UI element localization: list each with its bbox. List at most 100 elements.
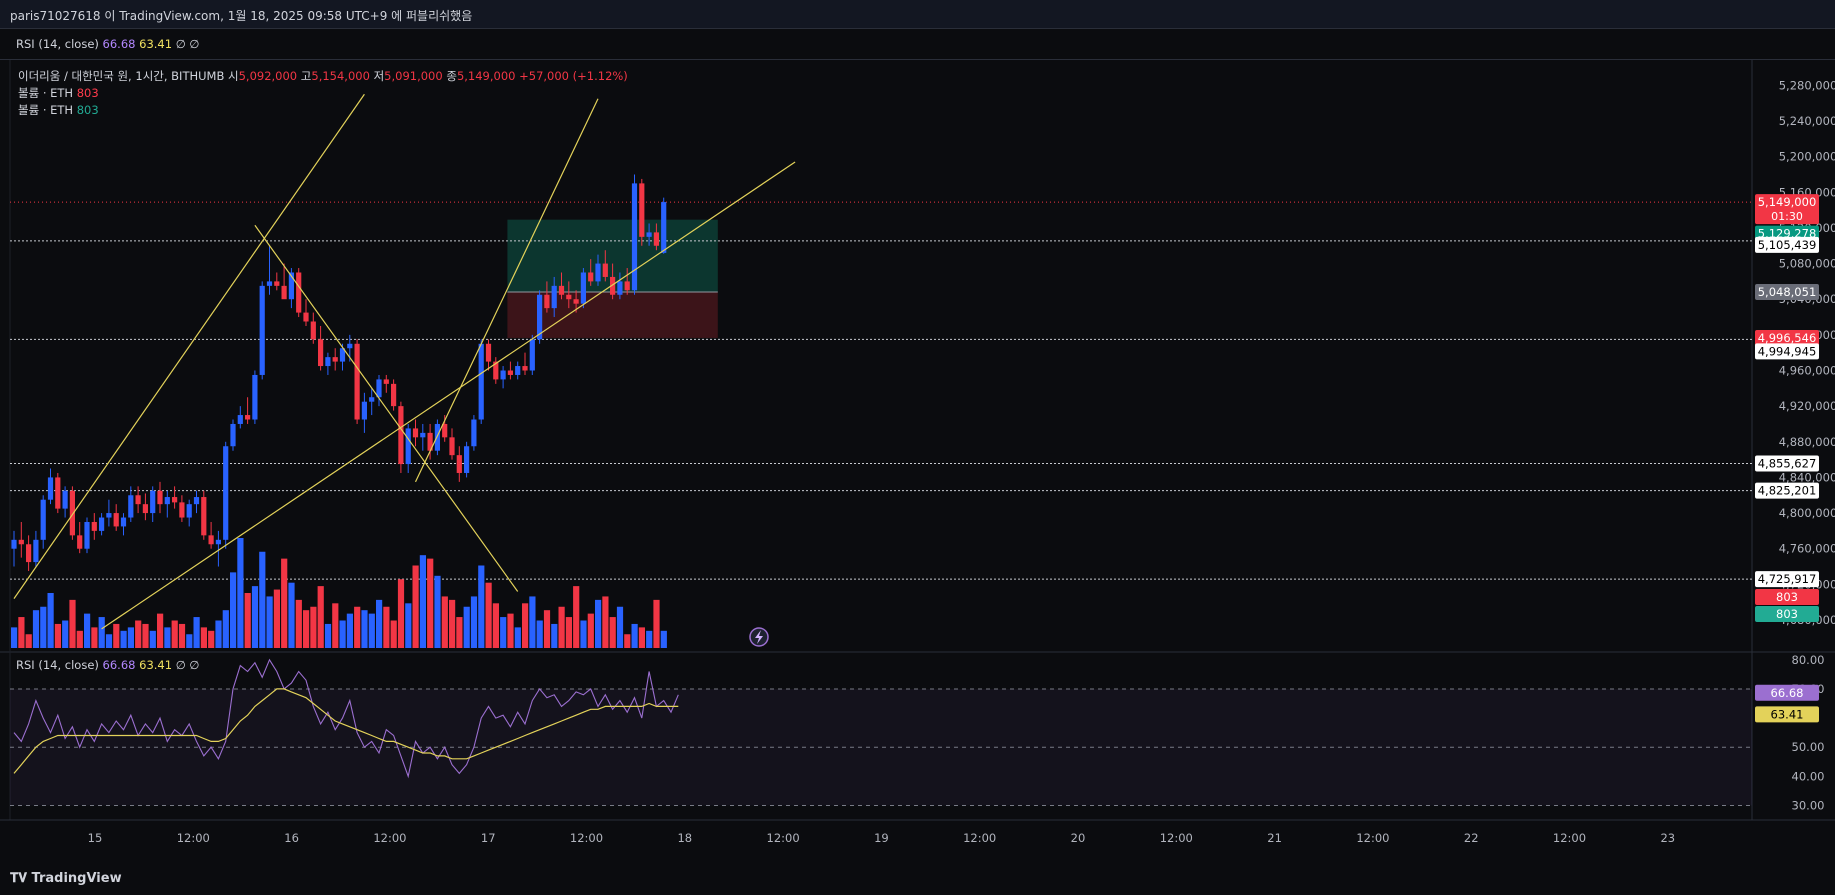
candle-body [274,281,280,286]
rsi-legend-value: 66.68 [102,658,136,672]
tradingview-logo[interactable]: 𝐓𝐕 TradingView [10,871,122,886]
volume-bar [573,586,580,648]
lightning-icon-button[interactable] [749,627,769,647]
volume-bar [230,572,237,648]
candle-body [558,285,565,295]
candle-body [150,490,156,514]
candle-body [515,366,521,375]
time-tick-label: 12:00 [1356,831,1389,845]
last-price-badge-bg [1755,194,1819,225]
volume-bar [54,623,61,648]
rsi-value-badge-bg [1755,684,1819,701]
candle-body [653,232,659,246]
volume-bar [529,596,536,648]
price-axis[interactable]: 5,280,0005,240,0005,200,0005,160,0005,12… [1779,78,1835,627]
candle-body [215,539,221,545]
level-badge-bg [1755,455,1819,472]
rsi-legend[interactable]: RSI (14, close) 66.68 63.41 ∅ ∅ [16,658,199,672]
volume-bar [244,593,251,648]
price-tick-label: 4,920,000 [1779,399,1835,413]
candle-body [164,497,170,505]
time-tick-label: 15 [88,831,103,845]
time-tick-label: 12:00 [177,831,210,845]
price-tick-label: 5,080,000 [1779,257,1835,271]
candle-body [456,455,462,473]
candle-body [442,423,448,438]
stop-zone [507,292,718,338]
volume-bar [303,610,310,648]
volume-bar [18,617,25,648]
candle-body [157,490,163,505]
candle-body [193,497,200,505]
candle-body [186,504,192,518]
last-price-badge-label: 5,149,000 [1758,195,1817,209]
level-badge-bg [1755,329,1819,346]
publish-header: paris71027618 이 TradingView.com, 1월 18, … [0,0,1835,29]
rsi-header-extra: ∅ ∅ [175,37,200,51]
price-tick-label: 4,800,000 [1779,506,1835,520]
trendline [414,98,599,483]
candle-body [11,539,17,549]
rsi-legend-label: RSI (14, close) [16,658,99,672]
volume-bar [507,613,514,648]
candle-body [522,366,528,371]
price-tick-label: 5,240,000 [1779,114,1835,128]
candle-body [84,521,90,549]
volume-bar [346,613,353,648]
rsi-ma-badge-label: 63.41 [1771,707,1804,721]
volume-bar [602,596,609,648]
candle-body [201,497,207,536]
volume-bar [288,582,295,648]
open-label: 시 [228,69,239,83]
candle-body [303,312,309,322]
volume-bar [273,589,280,648]
candle-body [631,183,638,291]
candle-body [544,294,550,309]
level-badge-label: 5,105,439 [1758,238,1817,252]
volume-bar [266,596,273,648]
volume-legend-1[interactable]: 볼륨 · ETH 803 [18,85,99,101]
trendline [254,224,519,592]
volume-bar [281,558,288,648]
candle-body [47,477,54,500]
volume-bar [62,620,69,648]
candle-body [551,285,557,309]
rsi-header-ma-value: 63.41 [139,37,173,51]
volume-bar [193,617,200,648]
time-axis[interactable]: 15 12:00 16 12:00 17 12:00 18 12:00 19 12:00 20 12:… [88,831,1675,845]
volume-bar [565,617,572,648]
volume-bar [638,627,645,648]
volume-bar [25,634,32,648]
level-badge-label: 4,994,945 [1758,344,1817,358]
volume-bar [595,599,602,648]
volume-bar [237,538,244,648]
candle-body [639,183,645,237]
candle-body [566,294,572,300]
level-badge-label: 4,855,627 [1758,457,1817,471]
rsi-header-legend[interactable]: RSI (14, close) 66.68 63.41 ∅ ∅ [16,37,199,51]
low-label: 저 [373,69,385,83]
volume-legend-2[interactable]: 볼륨 · ETH 803 [18,102,99,118]
volume-bar [215,620,222,648]
change-value: +57,000 (+1.12%) [519,69,628,83]
trendline [13,93,365,599]
chart-canvas[interactable]: 5,280,0005,240,0005,200,0005,160,0005,12… [0,60,1835,862]
candle-body [427,432,433,451]
symbol-name: 이더리움 / 대한민국 원, 1시간, BITHUMB [18,69,225,83]
volume-bar [186,634,193,648]
candle-body [69,490,75,536]
close-value: 5,149,000 [456,69,516,83]
volume-bar [32,610,40,648]
chart-background [0,60,1835,862]
lightning-icon [755,630,763,644]
footer: 𝐓𝐕 TradingView [0,862,1835,895]
volume-bar [492,603,499,648]
symbol-legend[interactable]: 이더리움 / 대한민국 원, 1시간, BITHUMB 시5,092,000 고… [18,68,628,84]
volume-bar [405,603,412,648]
volume-bar [178,623,186,648]
rsi-tick-label: 30.00 [1792,798,1825,812]
volume-badge-bg [1755,606,1819,622]
trendlines[interactable] [13,93,796,630]
volume-bar [157,613,164,648]
volume-badge-bg [1755,589,1819,605]
